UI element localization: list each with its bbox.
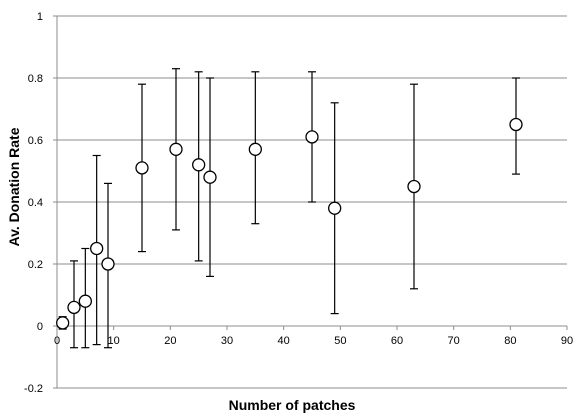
x-tick-label: 60: [391, 335, 403, 347]
point-marker: [135, 161, 149, 175]
data-point: [248, 71, 262, 225]
point-marker: [407, 179, 421, 194]
point-marker: [78, 294, 92, 308]
y-tick-label: 0.8: [28, 73, 43, 85]
x-tick-label: 50: [334, 335, 346, 347]
y-axis-title: Av. Donation Rate: [6, 127, 22, 246]
y-tick-label: 1: [37, 11, 43, 23]
data-point: [509, 77, 523, 175]
point-marker: [101, 257, 115, 271]
data-point: [90, 154, 104, 346]
point-marker: [328, 201, 342, 215]
data-point: [135, 83, 149, 253]
x-axis-title: Number of patches: [229, 397, 356, 413]
data-series: [56, 68, 523, 349]
data-point: [192, 71, 206, 262]
x-tick-label: 30: [221, 335, 233, 347]
data-point: [101, 182, 115, 349]
data-point: [169, 68, 183, 231]
data-point: [67, 260, 81, 349]
data-point: [305, 71, 319, 203]
data-point: [78, 247, 92, 349]
point-marker: [67, 300, 81, 315]
x-tick-label: 70: [448, 335, 460, 347]
x-tick-label: 40: [278, 335, 290, 347]
y-tick-label: -0.2: [24, 383, 43, 395]
x-tick-label: 90: [561, 335, 573, 347]
data-point: [203, 77, 217, 277]
point-marker: [169, 142, 183, 156]
x-tick-label: 80: [504, 335, 516, 347]
point-marker: [248, 142, 262, 156]
y-tick-label: 0.4: [28, 197, 43, 209]
tick-labels: -0.200.20.40.60.810 10 20 30 40 50 60 70 80 90: [24, 11, 573, 395]
point-marker: [90, 241, 104, 256]
data-point: [328, 102, 342, 315]
y-tick-label: 0.6: [28, 135, 43, 147]
point-marker: [56, 316, 70, 330]
y-tick-label: 0.2: [28, 259, 43, 271]
point-marker: [203, 170, 217, 184]
x-tick-label: 20: [164, 335, 176, 347]
x-tick-label: 0: [54, 335, 60, 347]
point-marker: [509, 117, 523, 132]
y-tick-label: 0: [37, 321, 43, 333]
point-marker: [192, 158, 206, 172]
data-point: [407, 83, 421, 290]
data-point: [56, 316, 70, 330]
x-tick-label: 10: [108, 335, 120, 347]
point-marker: [305, 130, 319, 144]
